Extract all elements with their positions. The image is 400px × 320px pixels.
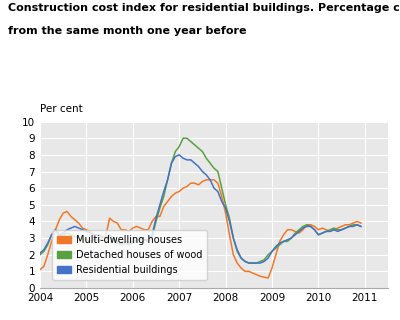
- Legend: Multi-dwelling houses, Detached houses of wood, Residential buildings: Multi-dwelling houses, Detached houses o…: [52, 230, 207, 280]
- Text: from the same month one year before: from the same month one year before: [8, 26, 246, 36]
- Text: Construction cost index for residential buildings. Percentage change: Construction cost index for residential …: [8, 3, 400, 13]
- Text: Per cent: Per cent: [40, 104, 83, 114]
